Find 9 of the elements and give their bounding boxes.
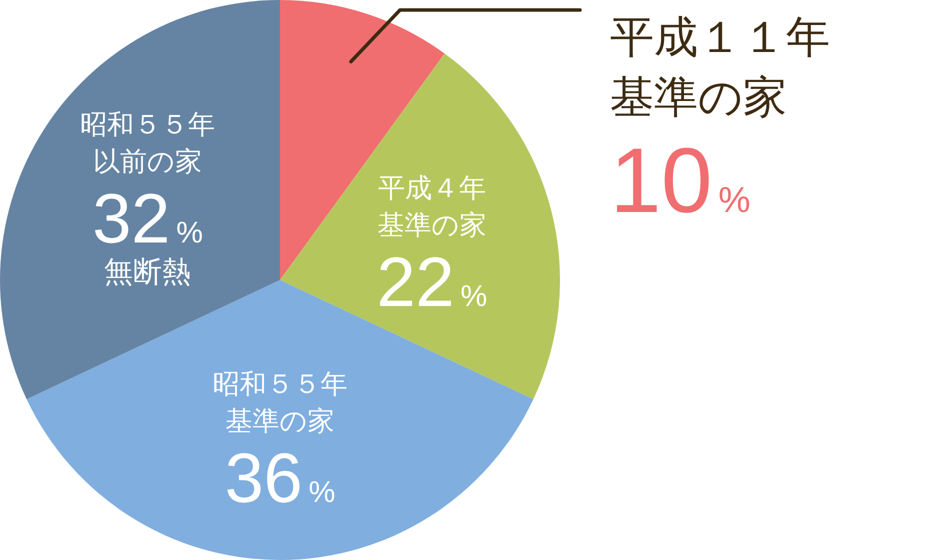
data-label: 36%	[224, 438, 336, 517]
data-label: 32%	[92, 179, 203, 258]
data-label: 10%	[610, 130, 750, 232]
slice-label: 平成４年基準の家	[377, 173, 486, 240]
slice-label: 昭和５５年以前の家	[80, 109, 216, 176]
slice-label: 平成１１年基準の家	[610, 13, 830, 122]
data-label: 22%	[376, 243, 488, 322]
slice-label: 昭和５５年基準の家	[212, 368, 348, 436]
text: 無断熱	[104, 256, 192, 288]
